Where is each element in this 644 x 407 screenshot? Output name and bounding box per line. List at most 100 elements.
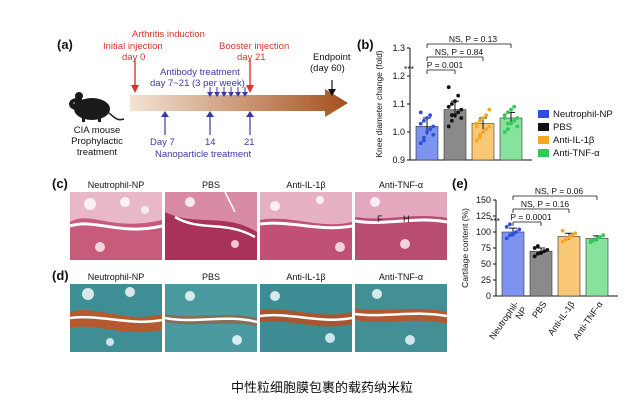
y-tick-label: 0 — [486, 291, 491, 301]
antibody-arrows — [207, 87, 248, 97]
x-tick-label: Anti-IL-1β — [546, 299, 577, 337]
day21-label: day 21 — [237, 52, 266, 63]
data-point — [421, 118, 426, 123]
bar — [529, 250, 553, 297]
he-image-neutrophil — [70, 192, 162, 260]
data-point — [509, 107, 513, 112]
mouse-icon — [69, 92, 125, 122]
y-tick-label: 0.9 — [392, 155, 405, 165]
y-tick-label: 75 — [481, 243, 491, 253]
data-point — [532, 254, 537, 259]
data-point — [595, 236, 599, 241]
data-point — [502, 113, 507, 118]
chart-b: 0.9 1.0 1.1 1.2 1.3 Knee diameter change (fol… — [374, 34, 532, 165]
data-point — [474, 138, 479, 143]
legend-label: Anti-TNF-α — [553, 148, 600, 159]
data-point — [481, 116, 485, 120]
data-point — [459, 116, 464, 120]
data-point — [428, 127, 433, 132]
data-point — [505, 110, 510, 115]
y-tick-label: 100 — [476, 227, 491, 237]
bar — [585, 238, 609, 297]
data-point — [515, 124, 520, 129]
he-image-tnfa: F H — [355, 192, 447, 260]
nanoparticle-treatment-label: Nanoparticle treatment — [155, 149, 252, 160]
data-point — [421, 138, 426, 143]
data-point — [542, 249, 547, 254]
legend-item: Neutrophil-NP — [538, 108, 613, 121]
mouse-caption: CIA mouse Prophylactic treatment — [62, 125, 132, 158]
sig-stars: *** — [490, 216, 501, 226]
data-point — [453, 99, 457, 104]
data-point — [502, 130, 507, 134]
data-point — [418, 121, 423, 126]
data-point — [563, 237, 568, 242]
data-point — [511, 232, 515, 237]
panel-d-letter: (d) — [52, 268, 69, 283]
safranin-image-il1b — [260, 284, 352, 352]
day7-label: Day 7 — [150, 137, 175, 148]
sig-stars: *** — [404, 64, 415, 74]
legend-item: Anti-TNF-α — [538, 147, 613, 160]
data-point — [567, 235, 571, 240]
x-tick-label: PBS — [530, 299, 549, 319]
data-point — [474, 121, 479, 126]
data-point — [560, 228, 565, 233]
legend-swatch — [538, 110, 549, 118]
y-axis-label: Cartilage content (%) — [460, 208, 470, 288]
day14-label: 14 — [205, 137, 216, 148]
panel-e-letter: (e) — [452, 176, 468, 191]
x-tick-label-group: Anti-IL-1β — [546, 299, 577, 337]
c-label-neutrophil: Neutrophil-NP — [87, 180, 145, 190]
sig-label: P = 0.001 — [427, 60, 464, 70]
legend-label: PBS — [553, 122, 573, 133]
booster-injection-label: Booster injection — [219, 41, 290, 52]
legend-swatch — [538, 136, 549, 144]
c-label-pbs: PBS — [201, 180, 220, 190]
data-point — [449, 118, 454, 123]
safranin-image-pbs — [165, 284, 257, 352]
data-point — [502, 116, 507, 120]
annotation-h: H — [403, 214, 410, 224]
data-point — [477, 132, 482, 137]
data-point — [477, 135, 482, 140]
safranin-image-tnfa — [355, 284, 447, 352]
endpoint-day-label: (day 60) — [310, 63, 345, 74]
x-tick-label: Neutrophil- — [487, 299, 520, 341]
he-image-il1b — [260, 192, 352, 260]
data-point — [601, 233, 606, 238]
legend: Neutrophil-NP PBS Anti-IL-1β Anti-TNF-α — [538, 108, 613, 160]
data-point — [504, 236, 509, 241]
data-point — [487, 107, 492, 112]
data-point — [505, 121, 510, 126]
data-point — [535, 244, 540, 248]
data-point — [428, 113, 433, 118]
data-point — [431, 132, 436, 137]
data-point — [532, 246, 537, 250]
data-point — [446, 85, 451, 90]
data-point — [484, 113, 489, 118]
data-point — [449, 113, 454, 118]
d-label-tnfa: Anti-TNF-α — [378, 272, 424, 282]
d-label-neutrophil: Neutrophil-NP — [87, 272, 145, 282]
data-point — [431, 124, 436, 129]
data-point — [456, 110, 461, 115]
data-point — [449, 102, 454, 106]
bar — [557, 236, 581, 297]
nanoparticle-arrows — [161, 111, 254, 135]
mouse-caption-line: treatment — [76, 147, 118, 158]
legend-item: Anti-IL-1β — [538, 134, 613, 147]
data-point — [421, 135, 426, 140]
panel-b-letter: (b) — [357, 37, 374, 52]
y-tick-label: 1.3 — [392, 43, 405, 53]
panel-a-letter: (a) — [57, 37, 73, 52]
y-tick-label: 1.2 — [392, 71, 405, 81]
mouse-caption-line: Prophylactic — [71, 136, 123, 147]
y-tick-label: 125 — [476, 211, 491, 221]
data-point — [446, 124, 451, 129]
legend-swatch — [538, 123, 549, 131]
data-point — [517, 227, 522, 232]
antibody-treatment-label: Antibody treatment — [160, 67, 240, 78]
data-point — [425, 116, 429, 120]
